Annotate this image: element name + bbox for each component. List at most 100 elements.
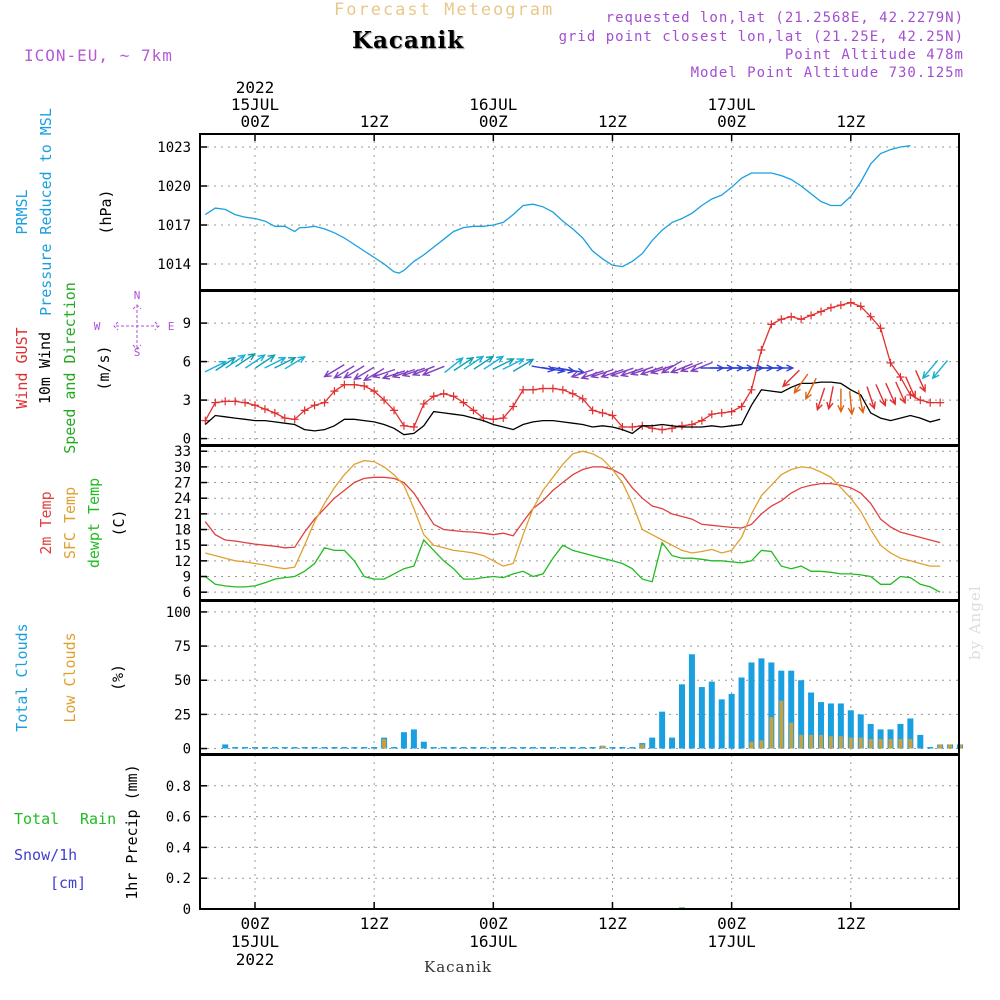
clouds-bar (261, 747, 268, 749)
gust-marker (270, 408, 279, 417)
gust-marker (548, 384, 557, 393)
wind-direction-arrow (264, 356, 287, 369)
temperature-series-line (204, 466, 941, 549)
top-time-label: 15JUL (231, 95, 279, 114)
wind-direction-arrow (781, 369, 800, 388)
gust-marker (529, 385, 538, 394)
wind-direction-arrow (323, 364, 345, 378)
clouds-bar (430, 747, 437, 749)
gust-marker (221, 397, 230, 406)
y-tick-label: 18 (174, 523, 191, 539)
compass-south: S (134, 346, 141, 359)
y-tick-label: 1023 (157, 140, 191, 156)
wind-direction-arrow (826, 386, 834, 411)
grid-point-coords: grid point closest lon,lat (21.25E, 42.2… (558, 29, 964, 45)
clouds-bar (649, 737, 656, 749)
gust-marker (568, 389, 577, 398)
gust-marker (906, 390, 915, 399)
gust-marker (439, 389, 448, 398)
y-tick-label: 0 (183, 742, 191, 758)
bottom-time-label: 00Z (717, 914, 746, 933)
gust-marker (876, 324, 885, 333)
clouds-bar (799, 734, 804, 749)
gust-marker (380, 396, 389, 405)
wind-direction-arrow (885, 382, 897, 406)
pressure-series-line (204, 145, 911, 274)
wind-direction-arrow (660, 360, 683, 374)
clouds-bar (798, 680, 805, 749)
clouds-bar (640, 744, 645, 749)
gust-marker (231, 397, 240, 406)
bottom-time-label: 12Z (598, 914, 627, 933)
wind-direction-arrow (401, 367, 426, 378)
compass-west: W (94, 320, 101, 333)
clouds-bar (301, 747, 308, 749)
gust-marker (817, 307, 826, 316)
gust-marker (399, 421, 408, 430)
pressure-axis-label: (hPa) (97, 189, 115, 234)
compass-north: N (134, 289, 141, 302)
clouds-bar (242, 747, 249, 749)
wind-direction-arrow (570, 368, 594, 379)
temperature-axis-label: SFC Temp (61, 487, 79, 559)
gust-marker (807, 311, 816, 320)
gust-marker (727, 407, 736, 416)
compass-rose-icon (113, 304, 160, 350)
gust-marker (489, 415, 498, 424)
wind-direction-arrow (669, 363, 693, 374)
clouds-bar (619, 747, 626, 749)
top-time-label: 17JUL (708, 95, 756, 114)
gust-marker (340, 380, 349, 389)
wind-direction-arrow (444, 357, 464, 374)
wind-direction-arrow (255, 354, 276, 369)
wind-direction-arrow (689, 361, 713, 373)
gust-marker (866, 312, 875, 321)
clouds-bar (708, 681, 715, 749)
wind-direction-arrow (875, 384, 887, 407)
gust-marker (707, 410, 716, 419)
pressure-axis-label: Pressure Reduced to MSL (37, 108, 55, 316)
wind-direction-arrow (492, 358, 515, 370)
clouds-bar (291, 747, 298, 749)
clouds-bar (897, 723, 904, 749)
clouds-bar (827, 703, 834, 749)
wind-direction-arrow (333, 365, 355, 379)
gust-marker (588, 406, 597, 415)
wind-panel-frame (199, 290, 960, 446)
gust-marker (926, 398, 935, 407)
gust-marker (747, 385, 756, 394)
gust-marker (856, 302, 865, 311)
y-tick-label: 12 (174, 554, 191, 570)
clouds-bar (779, 700, 784, 749)
clouds-bar (569, 747, 576, 749)
y-tick-label: 1017 (157, 218, 191, 234)
clouds-axis-label: Low Clouds (61, 632, 79, 722)
wind-direction-arrow (679, 361, 703, 373)
clouds-bar (520, 747, 527, 749)
clouds-bar (828, 736, 833, 749)
y-tick-label: 0.2 (166, 871, 191, 887)
y-tick-label: 21 (174, 507, 191, 523)
clouds-bar (659, 711, 666, 749)
wind-axis-label: (m/s) (95, 345, 113, 390)
clouds-bar (559, 747, 566, 749)
clouds-bar (749, 741, 754, 749)
gust-marker (419, 399, 428, 408)
clouds-bar (698, 687, 705, 749)
y-tick-label: 75 (174, 639, 191, 655)
gust-marker (310, 401, 319, 410)
bottom-time-label: 16JUL (469, 932, 517, 951)
clouds-bar (460, 747, 467, 749)
clouds-bar (858, 737, 863, 749)
top-time-label: 00Z (241, 112, 270, 131)
wind-direction-arrow (921, 359, 939, 380)
wind-direction-arrow (235, 353, 256, 368)
wind-direction-arrow (837, 388, 845, 414)
clouds-bar (738, 677, 745, 749)
gust-marker (767, 320, 776, 329)
clouds-bar (768, 662, 775, 749)
clouds-bar (868, 738, 873, 749)
wind-axis-label: Speed and Direction (61, 282, 79, 454)
precipitation-panel-frame (199, 754, 960, 910)
clouds-bar (321, 747, 328, 749)
